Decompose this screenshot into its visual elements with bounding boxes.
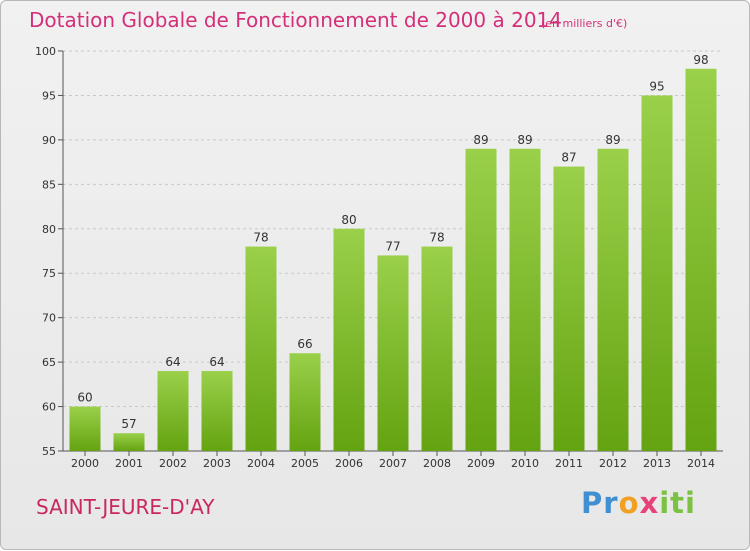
x-tick-label: 2014 <box>687 457 715 470</box>
logo-part: Pr <box>581 486 619 520</box>
x-tick-label: 2008 <box>423 457 451 470</box>
x-tick-label: 2010 <box>511 457 539 470</box>
bar[interactable] <box>245 246 277 451</box>
bar-value-label: 78 <box>253 231 268 245</box>
bar[interactable] <box>69 406 101 451</box>
bar-value-label: 64 <box>209 355 224 369</box>
bar[interactable] <box>157 371 189 451</box>
x-tick-label: 2012 <box>599 457 627 470</box>
proxiti-logo[interactable]: Proxiti <box>581 486 696 520</box>
y-tick-label: 60 <box>42 401 56 414</box>
x-tick-label: 2006 <box>335 457 363 470</box>
bar-value-label: 57 <box>121 417 136 431</box>
x-tick-label: 2002 <box>159 457 187 470</box>
x-tick-label: 2004 <box>247 457 275 470</box>
logo-part: x <box>639 486 660 520</box>
x-tick-label: 2003 <box>203 457 231 470</box>
bar-value-label: 80 <box>341 213 356 227</box>
bar-value-label: 89 <box>473 133 488 147</box>
bar[interactable] <box>685 68 717 452</box>
y-tick-label: 55 <box>42 445 56 458</box>
chart-unit: (en milliers d'€) <box>541 17 628 30</box>
x-tick-label: 2001 <box>115 457 143 470</box>
y-tick-label: 85 <box>42 178 56 191</box>
x-tick-label: 2013 <box>643 457 671 470</box>
bar[interactable] <box>465 148 497 451</box>
y-tick-label: 95 <box>42 89 56 102</box>
x-tick-label: 2011 <box>555 457 583 470</box>
bar[interactable] <box>641 95 673 451</box>
y-tick-label: 75 <box>42 267 56 280</box>
bar-value-label: 87 <box>561 151 576 165</box>
bar[interactable] <box>201 371 233 451</box>
y-tick-label: 70 <box>42 312 56 325</box>
bar-value-label: 98 <box>693 53 708 67</box>
bar[interactable] <box>421 246 453 451</box>
bar[interactable] <box>509 148 541 451</box>
y-tick-label: 80 <box>42 223 56 236</box>
bar[interactable] <box>289 353 321 451</box>
x-tick-label: 2000 <box>71 457 99 470</box>
x-tick-label: 2005 <box>291 457 319 470</box>
bar-value-label: 60 <box>77 391 92 405</box>
bar[interactable] <box>597 148 629 451</box>
y-tick-label: 90 <box>42 134 56 147</box>
logo-part: o <box>618 486 640 520</box>
commune-name: SAINT-JEURE-D'AY <box>36 495 215 519</box>
bar-value-label: 95 <box>649 79 664 93</box>
bar[interactable] <box>113 433 145 451</box>
x-tick-label: 2007 <box>379 457 407 470</box>
bar-value-label: 66 <box>297 337 312 351</box>
chart-title: Dotation Globale de Fonctionnement de 20… <box>29 8 562 32</box>
bar[interactable] <box>377 255 409 451</box>
bar-value-label: 89 <box>605 133 620 147</box>
x-tick-label: 2009 <box>467 457 495 470</box>
bar[interactable] <box>333 228 365 451</box>
bar-value-label: 64 <box>165 355 180 369</box>
logo-part: iti <box>659 486 696 520</box>
bar-value-label: 77 <box>385 239 400 253</box>
bar-value-label: 78 <box>429 231 444 245</box>
bar-value-label: 89 <box>517 133 532 147</box>
y-tick-label: 65 <box>42 356 56 369</box>
bar[interactable] <box>553 166 585 452</box>
y-tick-label: 100 <box>35 45 56 58</box>
